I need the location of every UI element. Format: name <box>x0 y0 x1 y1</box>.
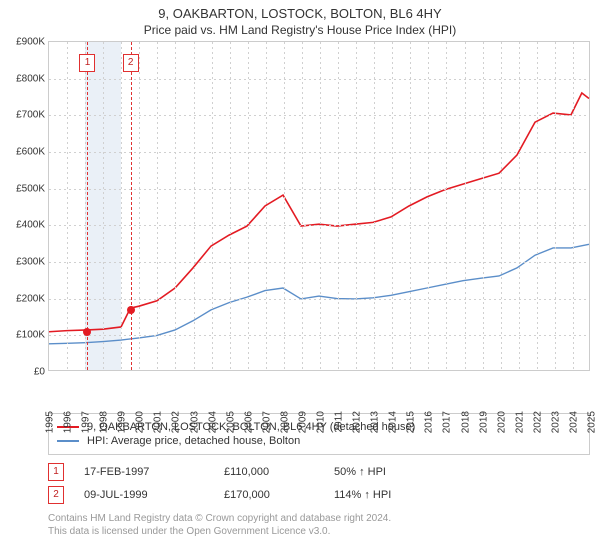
y-tick-label: £300K <box>16 257 49 268</box>
x-tick-label: 2005 <box>221 411 236 433</box>
transaction-price: £110,000 <box>224 466 334 478</box>
transaction-row: 1 17-FEB-1997£110,00050% ↑ HPI <box>48 463 590 481</box>
x-gridline <box>465 42 466 370</box>
x-tick-label: 2002 <box>167 411 182 433</box>
x-tick-label: 2016 <box>420 411 435 433</box>
x-tick-label: 2021 <box>510 411 525 433</box>
sale-marker-line <box>131 42 132 370</box>
x-gridline <box>139 42 140 370</box>
legend-label: HPI: Average price, detached house, Bolt… <box>87 435 300 447</box>
x-gridline <box>356 42 357 370</box>
sale-marker-badge: 2 <box>123 54 139 72</box>
x-gridline <box>284 42 285 370</box>
sale-marker-badge: 1 <box>79 54 95 72</box>
x-tick-label: 2023 <box>546 411 561 433</box>
attribution-line: This data is licensed under the Open Gov… <box>48 525 590 538</box>
transaction-row: 2 09-JUL-1999£170,000114% ↑ HPI <box>48 486 590 504</box>
chart-title: 9, OAKBARTON, LOSTOCK, BOLTON, BL6 4HY <box>0 0 600 21</box>
x-gridline <box>175 42 176 370</box>
x-gridline <box>266 42 267 370</box>
sale-marker-dot <box>83 328 91 336</box>
x-axis-labels: 1995199619971998199920002001200220032004… <box>48 371 590 411</box>
x-gridline <box>157 42 158 370</box>
y-tick-label: £400K <box>16 220 49 231</box>
y-tick-label: £500K <box>16 183 49 194</box>
x-gridline <box>483 42 484 370</box>
x-tick-label: 2015 <box>402 411 417 433</box>
x-gridline <box>392 42 393 370</box>
y-tick-label: £900K <box>16 37 49 48</box>
x-tick-label: 2004 <box>203 411 218 433</box>
x-tick-label: 2020 <box>492 411 507 433</box>
y-tick-label: £0 <box>34 367 49 378</box>
x-gridline <box>410 42 411 370</box>
x-gridline <box>573 42 574 370</box>
x-gridline <box>67 42 68 370</box>
x-tick-label: 2019 <box>474 411 489 433</box>
x-tick-label: 1997 <box>77 411 92 433</box>
chart-plot-area: £0£100K£200K£300K£400K£500K£600K£700K£80… <box>48 41 590 371</box>
y-tick-label: £700K <box>16 110 49 121</box>
x-tick-label: 2001 <box>149 411 164 433</box>
y-tick-label: £800K <box>16 73 49 84</box>
x-tick-label: 2018 <box>456 411 471 433</box>
sale-marker-dot <box>127 306 135 314</box>
x-gridline <box>121 42 122 370</box>
x-tick-label: 2007 <box>257 411 272 433</box>
x-gridline <box>537 42 538 370</box>
x-tick-label: 2006 <box>239 411 254 433</box>
transaction-badge: 1 <box>48 463 64 481</box>
x-gridline <box>248 42 249 370</box>
x-gridline <box>428 42 429 370</box>
transaction-date: 09-JUL-1999 <box>84 489 224 501</box>
x-tick-label: 1996 <box>59 411 74 433</box>
x-tick-label: 2000 <box>131 411 146 433</box>
y-tick-label: £100K <box>16 330 49 341</box>
x-gridline <box>519 42 520 370</box>
y-tick-label: £600K <box>16 147 49 158</box>
x-tick-label: 2003 <box>185 411 200 433</box>
sale-marker-line <box>87 42 88 370</box>
x-tick-label: 2010 <box>312 411 327 433</box>
transaction-pct: 114% ↑ HPI <box>334 489 454 501</box>
x-tick-label: 2011 <box>330 411 345 433</box>
x-gridline <box>374 42 375 370</box>
x-gridline <box>85 42 86 370</box>
x-gridline <box>446 42 447 370</box>
x-tick-label: 2009 <box>293 411 308 433</box>
attribution-line: Contains HM Land Registry data © Crown c… <box>48 512 590 525</box>
x-tick-label: 2022 <box>528 411 543 433</box>
x-gridline <box>103 42 104 370</box>
x-tick-label: 2017 <box>438 411 453 433</box>
transactions-table: 1 17-FEB-1997£110,00050% ↑ HPI 2 09-JUL-199… <box>48 463 590 504</box>
x-tick-label: 1998 <box>95 411 110 433</box>
legend-item: HPI: Average price, detached house, Bolt… <box>57 435 581 447</box>
x-tick-label: 1999 <box>113 411 128 433</box>
attribution-text: Contains HM Land Registry data © Crown c… <box>48 512 590 538</box>
transaction-date: 17-FEB-1997 <box>84 466 224 478</box>
chart-container: 9, OAKBARTON, LOSTOCK, BOLTON, BL6 4HY P… <box>0 0 600 560</box>
legend-swatch <box>57 440 79 442</box>
x-tick-label: 2025 <box>583 411 598 433</box>
x-gridline <box>320 42 321 370</box>
transaction-pct: 50% ↑ HPI <box>334 466 454 478</box>
x-gridline <box>555 42 556 370</box>
x-gridline <box>230 42 231 370</box>
x-tick-label: 1995 <box>41 411 56 433</box>
x-tick-label: 2012 <box>348 411 363 433</box>
x-tick-label: 2024 <box>564 411 579 433</box>
x-gridline <box>302 42 303 370</box>
transaction-badge: 2 <box>48 486 64 504</box>
y-tick-label: £200K <box>16 293 49 304</box>
x-gridline <box>501 42 502 370</box>
transaction-price: £170,000 <box>224 489 334 501</box>
x-gridline <box>338 42 339 370</box>
chart-subtitle: Price paid vs. HM Land Registry's House … <box>0 21 600 41</box>
x-tick-label: 2013 <box>366 411 381 433</box>
x-gridline <box>194 42 195 370</box>
x-tick-label: 2014 <box>384 411 399 433</box>
x-gridline <box>212 42 213 370</box>
x-tick-label: 2008 <box>275 411 290 433</box>
